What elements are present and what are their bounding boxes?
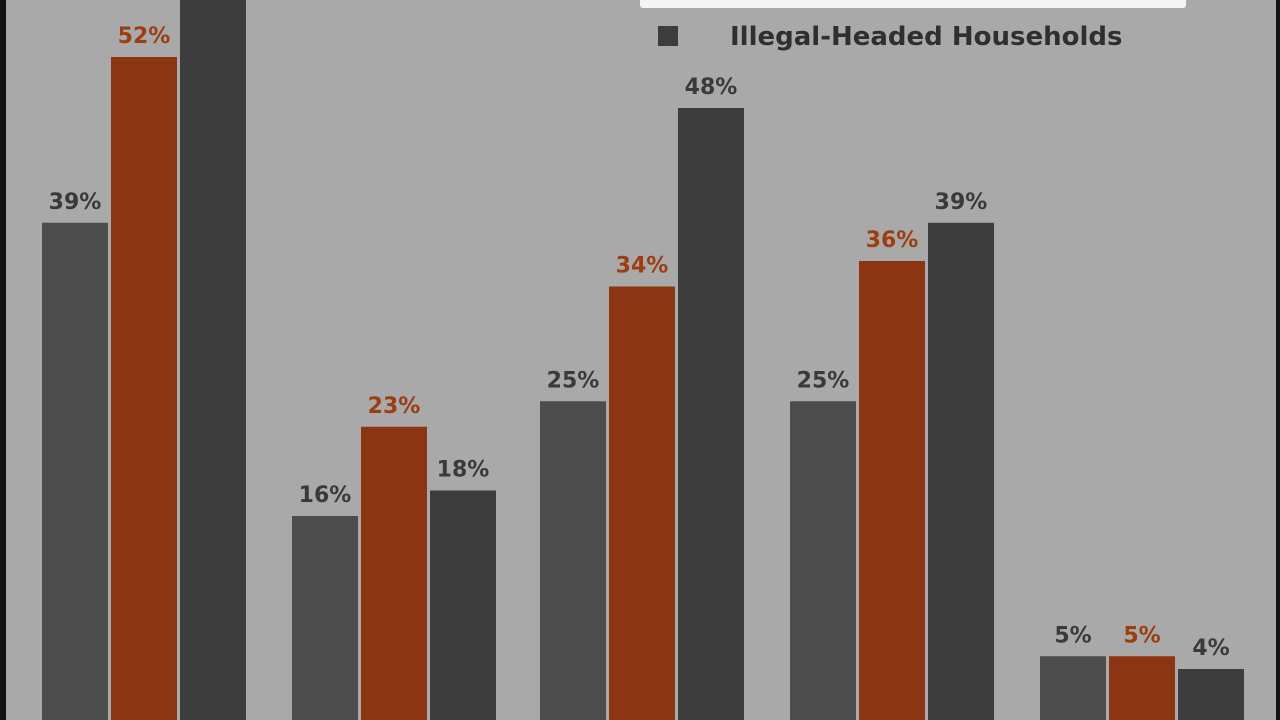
chart-frame: 39% 16% 25% 25% 5% 52% 23% 34% 36% 5% 18% 48% 39% 4% … [6,0,1276,720]
bar-s1-g4 [790,401,856,720]
data-label-s3-g4: 39% [935,190,988,215]
legend-box-top [640,0,1186,8]
bar-s3-g1 [180,0,246,720]
data-label-s2-g2: 23% [368,394,421,419]
data-label-s3-g5: 4% [1192,636,1229,661]
data-label-s2-g5: 5% [1123,623,1160,648]
bar-chart: 39%16%25% 25%5%52%23%34%36%5%18%48%39%4% … [42,0,1244,720]
bar-s3-g5 [1178,669,1244,720]
data-labels-layer: 39% 16% 25% 25% 5% 52% 23% 34% 36% 5% 18% 48% 39% 4% [49,24,1230,661]
bar-s2-g1 [111,57,177,720]
data-label-s2-g4: 36% [866,228,919,253]
legend-label-illegal-headed: Illegal-Headed Households [730,22,1122,52]
bar-s2-g2 [361,426,427,720]
data-label-s2-g3: 34% [616,254,669,279]
data-label-s1-g5: 5% [1054,623,1091,648]
data-label-s3-g3: 48% [685,75,738,100]
bar-s1-g2 [292,516,358,720]
bar-s3-g3 [678,108,744,720]
data-label-s1-g1: 39% [49,190,102,215]
bar-s1-g3 [540,401,606,720]
bar-s3-g4 [928,222,994,720]
legend-marker-illegal-headed [658,26,678,46]
bar-s3-g2 [430,490,496,720]
bars-layer [42,0,1244,720]
bar-s2-g4 [859,261,925,720]
data-label-s1-g2: 16% [299,483,352,508]
data-label-s1-g4: 25% [797,368,850,393]
bar-s1-g5 [1040,656,1106,720]
data-label-s3-g2: 18% [437,458,490,483]
data-label-s1-g3: 25% [547,368,600,393]
bar-s2-g5 [1109,656,1175,720]
bar-s2-g3 [609,286,675,720]
data-label-s2-g1: 52% [118,24,171,49]
legend: Illegal-Headed Households [640,0,1186,52]
bar-s1-g1 [42,222,108,720]
